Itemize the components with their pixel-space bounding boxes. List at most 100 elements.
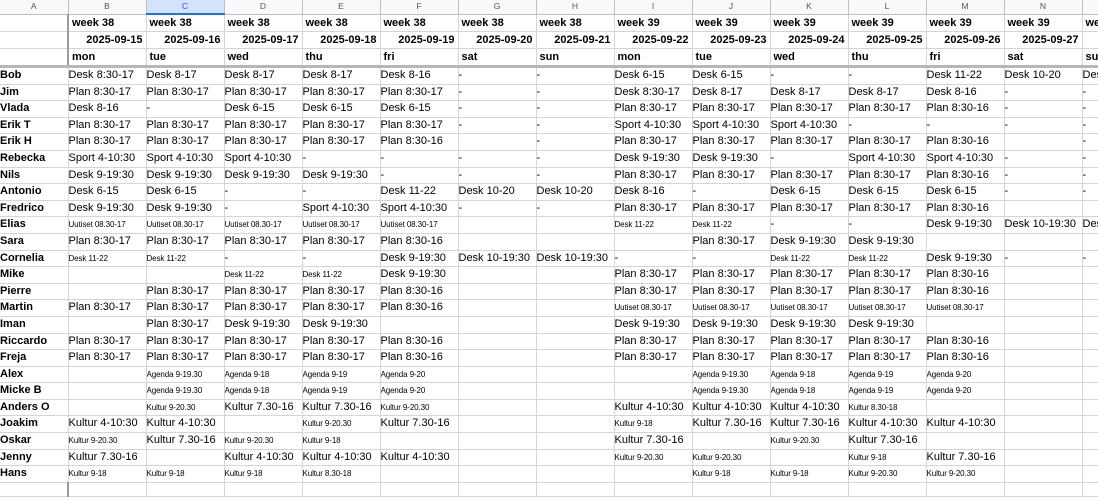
shift-cell[interactable]: Sport 4-10:30 — [68, 150, 147, 168]
shift-cell[interactable]: Kultur 7.30-16 — [692, 415, 771, 434]
shift-cell[interactable] — [68, 283, 147, 301]
shift-cell[interactable]: Kultur 9-20.30 — [146, 399, 225, 417]
shift-cell[interactable] — [536, 283, 615, 301]
shift-cell[interactable]: Desk 6-15 — [770, 183, 849, 201]
shift-cell[interactable]: Plan 8:30-17 — [770, 200, 849, 218]
shift-cell[interactable]: Plan 8:30-17 — [146, 233, 225, 251]
shift-cell[interactable]: Plan 8:30-16 — [926, 283, 1005, 301]
shift-cell[interactable]: - — [1004, 100, 1083, 118]
shift-cell[interactable]: - — [848, 216, 927, 234]
column-header-g[interactable]: G — [458, 0, 537, 15]
shift-cell[interactable]: Desk 8-17 — [770, 84, 849, 102]
shift-cell[interactable]: Desk 9-19:30 — [770, 316, 849, 334]
shift-cell[interactable]: Agenda 9-20 — [926, 382, 1005, 400]
shift-cell[interactable] — [224, 415, 303, 434]
column-header-c[interactable]: C — [146, 0, 225, 15]
shift-cell[interactable]: Kultur 4-10:30 — [68, 415, 147, 434]
shift-cell[interactable]: - — [1004, 117, 1083, 135]
shift-cell[interactable]: Kultur 9-20.30 — [848, 465, 927, 483]
shift-cell[interactable] — [536, 449, 615, 467]
person-name[interactable]: Mike — [0, 266, 69, 284]
shift-cell[interactable] — [1082, 366, 1098, 384]
shift-cell[interactable]: Plan 8:30-17 — [68, 133, 147, 151]
shift-cell[interactable] — [380, 432, 459, 450]
week-label-cell[interactable]: week 39 — [926, 14, 1005, 32]
shift-cell[interactable]: Plan 8:30-17 — [224, 117, 303, 135]
shift-cell[interactable]: Kultur 7.30-16 — [770, 415, 849, 434]
shift-cell[interactable]: Desk 9-19:30 — [692, 316, 771, 334]
day-label-cell[interactable]: thu — [848, 48, 927, 68]
week-label-cell[interactable]: week 38 — [302, 14, 381, 32]
shift-cell[interactable] — [536, 333, 615, 351]
shift-cell[interactable]: - — [536, 66, 615, 85]
shift-cell[interactable] — [536, 366, 615, 384]
shift-cell[interactable]: Desk 8-16 — [926, 84, 1005, 102]
shift-cell[interactable]: - — [458, 66, 537, 85]
shift-cell[interactable]: - — [770, 216, 849, 234]
person-name[interactable]: Erik T — [0, 117, 69, 135]
shift-cell[interactable]: Plan 8:30-17 — [68, 349, 147, 367]
shift-cell[interactable] — [302, 482, 381, 497]
shift-cell[interactable]: Plan 8:30-17 — [613, 349, 693, 367]
day-label-cell[interactable]: tue — [692, 48, 771, 68]
shift-cell[interactable]: Desk 6-15 — [302, 100, 381, 118]
shift-cell[interactable] — [1082, 283, 1098, 301]
shift-cell[interactable] — [458, 482, 537, 497]
shift-cell[interactable] — [146, 266, 225, 284]
shift-cell[interactable] — [692, 432, 771, 450]
shift-cell[interactable] — [536, 316, 615, 334]
table-row[interactable]: Rebecka Sport 4-10:30 Sport 4-10:30 Sport 4… — [0, 150, 1098, 168]
shift-cell[interactable] — [1082, 299, 1098, 317]
shift-cell[interactable]: Desk 11-22 — [770, 250, 849, 268]
shift-cell[interactable]: Desk 10-19:30 — [1082, 216, 1098, 234]
shift-cell[interactable]: Sport 4-10:30 — [380, 200, 459, 218]
week-label-cell[interactable]: week 38 — [458, 14, 537, 32]
shift-cell[interactable]: Plan 8:30-16 — [380, 283, 459, 301]
person-name[interactable]: Sara — [0, 233, 69, 251]
shift-cell[interactable]: Kultur 4-10:30 — [848, 415, 927, 434]
person-name[interactable]: Joakim — [0, 415, 69, 434]
person-name[interactable]: Oskar — [0, 432, 69, 450]
week-label-cell[interactable]: week 39 — [1004, 14, 1083, 32]
shift-cell[interactable]: Kultur 4-10:30 — [926, 415, 1005, 434]
shift-cell[interactable]: Plan 8:30-17 — [302, 283, 381, 301]
column-header-n[interactable]: N — [1004, 0, 1083, 15]
person-name[interactable]: Erik H — [0, 133, 69, 151]
week-label-cell[interactable]: week 38 — [380, 14, 459, 32]
column-header-f[interactable]: F — [380, 0, 459, 15]
shift-cell[interactable] — [613, 233, 693, 251]
shift-cell[interactable]: - — [1004, 183, 1083, 201]
shift-cell[interactable]: Kultur 7.30-16 — [224, 399, 303, 417]
shift-cell[interactable] — [68, 399, 147, 417]
column-header-a[interactable]: A — [0, 0, 69, 15]
shift-cell[interactable]: Plan 8:30-17 — [613, 266, 693, 284]
person-name[interactable]: Freja — [0, 349, 69, 367]
shift-cell[interactable] — [926, 399, 1005, 417]
shift-cell[interactable]: Kultur 9-20.30 — [770, 432, 849, 450]
table-row[interactable]: Jim Plan 8:30-17 Plan 8:30-17 Plan 8:30-17 P… — [0, 84, 1098, 102]
shift-cell[interactable]: Plan 8:30-16 — [926, 100, 1005, 118]
shift-cell[interactable]: - — [770, 66, 849, 85]
date-label-cell[interactable]: 2025-09-17 — [224, 31, 303, 49]
shift-cell[interactable]: Plan 8:30-17 — [848, 133, 927, 151]
shift-cell[interactable]: - — [458, 200, 537, 218]
shift-cell[interactable]: - — [302, 183, 381, 201]
shift-cell[interactable] — [692, 482, 771, 497]
shift-cell[interactable]: Desk 8-17 — [146, 66, 225, 85]
person-name[interactable]: Rebecka — [0, 150, 69, 168]
shift-cell[interactable] — [536, 216, 615, 234]
shift-cell[interactable] — [1004, 449, 1083, 467]
day-label-cell[interactable]: sat — [458, 48, 537, 68]
shift-cell[interactable]: Plan 8:30-17 — [380, 117, 459, 135]
shift-cell[interactable] — [1082, 333, 1098, 351]
table-row[interactable]: Hans Kultur 9-18 Kultur 9-18 Kultur 9-18 Kul… — [0, 465, 1098, 483]
shift-cell[interactable]: - — [1004, 250, 1083, 268]
day-label-cell[interactable]: sat — [1004, 48, 1083, 68]
table-row[interactable]: Sara Plan 8:30-17 Plan 8:30-17 Plan 8:30-17… — [0, 233, 1098, 251]
shift-cell[interactable] — [1004, 482, 1083, 497]
shift-cell[interactable]: Kultur 7.30-16 — [613, 432, 693, 450]
shift-cell[interactable]: Kultur 9-20.30 — [302, 415, 381, 434]
day-label-cell[interactable]: sun — [1082, 48, 1098, 68]
date-label-cell[interactable]: 2025-09-26 — [926, 31, 1005, 49]
